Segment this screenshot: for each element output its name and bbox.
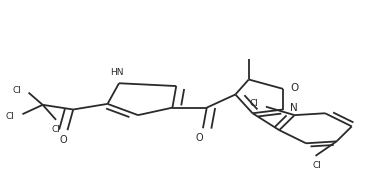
Text: HN: HN <box>110 68 124 77</box>
Text: O: O <box>60 135 67 145</box>
Text: Cl: Cl <box>249 99 258 108</box>
Text: Cl: Cl <box>13 86 22 95</box>
Text: Cl: Cl <box>313 161 322 170</box>
Text: O: O <box>290 83 298 93</box>
Text: Cl: Cl <box>5 112 14 121</box>
Text: Cl: Cl <box>52 125 61 133</box>
Text: N: N <box>290 103 298 113</box>
Text: O: O <box>195 133 203 143</box>
